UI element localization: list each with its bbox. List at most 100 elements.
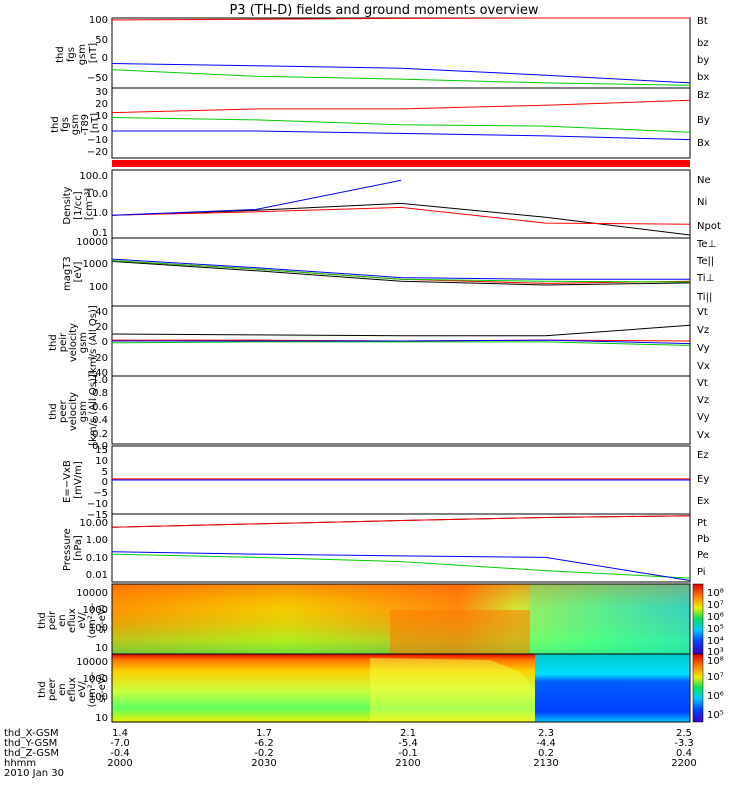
legend-item: Vy: [697, 412, 710, 423]
y-tick: 0: [102, 337, 108, 348]
legend-item: Ey: [697, 474, 709, 485]
panel-frame: [111, 375, 691, 445]
series-line-bx: [111, 63, 691, 84]
series-line-bz: [111, 99, 691, 114]
series-line-ni: [111, 202, 691, 236]
y-tick: 15: [95, 445, 108, 456]
y-axis-label: Pressure [nPa]: [62, 525, 84, 571]
series-line-npot: [111, 179, 402, 216]
y-tick: −40: [87, 368, 108, 379]
y-tick: 10.0: [86, 189, 108, 200]
panel-frame: [111, 513, 691, 583]
y-tick: 1000: [83, 605, 108, 616]
colorbar: [692, 653, 704, 723]
legend-item: Ti||: [696, 292, 712, 303]
legend-item: Vt: [697, 307, 708, 318]
y-tick: 1000: [83, 259, 108, 270]
panel-fgs-gsm: thd fgs gsm [nT] 100 50 0 −50 Bt bz by b…: [55, 15, 709, 89]
footer-value: -7.0: [110, 738, 130, 749]
legend-item: Pb: [697, 534, 709, 545]
y-tick: 0: [102, 477, 108, 488]
footer-value: 1.7: [256, 728, 272, 739]
legend-item: Te||: [696, 256, 714, 267]
legend-item: Ex: [697, 496, 709, 507]
y-tick: −10: [87, 499, 108, 510]
legend-item: Vx: [697, 361, 710, 372]
panel-frame: [111, 87, 691, 159]
panel-frame: [111, 237, 691, 307]
series-line-pi: [111, 551, 691, 581]
series-line-vt: [111, 324, 691, 337]
y-tick: 20: [95, 322, 108, 333]
colorbar-tick: 10⁴: [707, 636, 724, 647]
y-tick: 0: [102, 123, 108, 134]
legend-item: Te⊥: [696, 239, 716, 250]
spectrogram-region: [535, 654, 690, 722]
footer-value: -6.2: [254, 738, 274, 749]
y-tick: 5: [102, 467, 108, 478]
y-tick: 0.8: [92, 388, 108, 399]
y-tick: −20: [87, 147, 108, 158]
panel-ion-velocity: thd peir velocity gsm [km/s (All Qs)] 40…: [48, 305, 710, 379]
legend-item: Npot: [697, 221, 721, 232]
series-line-vy: [111, 341, 691, 346]
panel-ion-spectrogram: thd peir en eflux eV/ (cm²-s- sr-eV) 100…: [37, 583, 724, 658]
status-bar: [112, 160, 690, 167]
y-tick: 1.00: [86, 535, 108, 546]
footer-value: -0.1: [398, 748, 418, 759]
y-tick: 10000: [76, 237, 108, 248]
series-line-by: [111, 117, 691, 133]
legend-item: by: [697, 55, 709, 66]
y-tick: 10000: [76, 657, 108, 668]
y-axis-label: thd peir en eflux eV/ (cm²-s- sr-eV): [37, 600, 108, 639]
y-tick: 0.01: [86, 570, 108, 581]
footer-date: 2010 Jan 30: [4, 768, 64, 779]
legend-item: bx: [697, 72, 709, 83]
series-line-ti: [111, 258, 690, 280]
chart-title: P3 (TH-D) fields and ground moments over…: [229, 3, 538, 18]
footer-value: 1.4: [112, 728, 128, 739]
y-tick: 0.0: [92, 441, 108, 452]
spectrogram-region: [530, 584, 690, 654]
y-tick: 10: [95, 643, 108, 654]
panel-frame: [111, 169, 691, 239]
panel-series: [112, 478, 690, 481]
y-tick: 40: [95, 307, 108, 318]
footer-value: 2200: [671, 758, 696, 769]
y-tick: 1.0: [92, 208, 108, 219]
panel-density: Density [1/cc] [cm⁻³] 100.0 10.0 1.0 0.1…: [62, 169, 721, 239]
footer-row-label: hhmm: [4, 758, 36, 769]
footer-value: 2.3: [538, 728, 554, 739]
panel-electron-velocity: thd peer velocity gsm [km/s (All Qs)] 1.…: [48, 374, 710, 452]
panel-electric-field: E=−VxB [mV/m] 15 10 5 0 −5 −10 −15 Ez Ey…: [62, 445, 709, 521]
series-line-ti: [111, 260, 691, 283]
y-tick: 50: [95, 35, 108, 46]
y-tick: 0.4: [92, 415, 108, 426]
panel-series: [111, 17, 691, 86]
y-tick: −10: [87, 135, 108, 146]
y-axis-label: thd peer velocity gsm [km/s (All Qs)]: [48, 374, 99, 446]
panel-frame: [111, 17, 691, 89]
y-tick: 10: [95, 111, 108, 122]
colorbar-tick: 10⁸: [707, 656, 724, 667]
y-tick: 100: [89, 623, 108, 634]
legend-item: Bx: [697, 138, 710, 149]
series-line-bx: [112, 130, 691, 141]
panel-series: [111, 258, 691, 286]
footer-row-label: thd_X-GSM: [4, 728, 59, 739]
footer-value: 0.4: [676, 748, 692, 759]
legend-item: Bt: [697, 16, 708, 27]
footer-value: 2130: [533, 758, 558, 769]
y-tick: −5: [93, 488, 108, 499]
y-axis-label: thd peir velocity gsm [km/s (All Qs)]: [48, 305, 99, 377]
footer-value: -0.2: [254, 748, 274, 759]
series-line-ne: [111, 206, 691, 225]
panel-fgs-gsm-t89: thd fgs gsm -T89 [nT] 30 20 10 0 −10 −20…: [50, 87, 710, 159]
y-axis-label: Density [1/cc] [cm⁻³]: [62, 183, 95, 224]
legend-item: bz: [697, 38, 709, 49]
footer-value: 2.5: [676, 728, 692, 739]
legend-item: Pe: [697, 550, 709, 561]
y-tick: 100: [89, 282, 108, 293]
y-tick: −20: [87, 353, 108, 364]
